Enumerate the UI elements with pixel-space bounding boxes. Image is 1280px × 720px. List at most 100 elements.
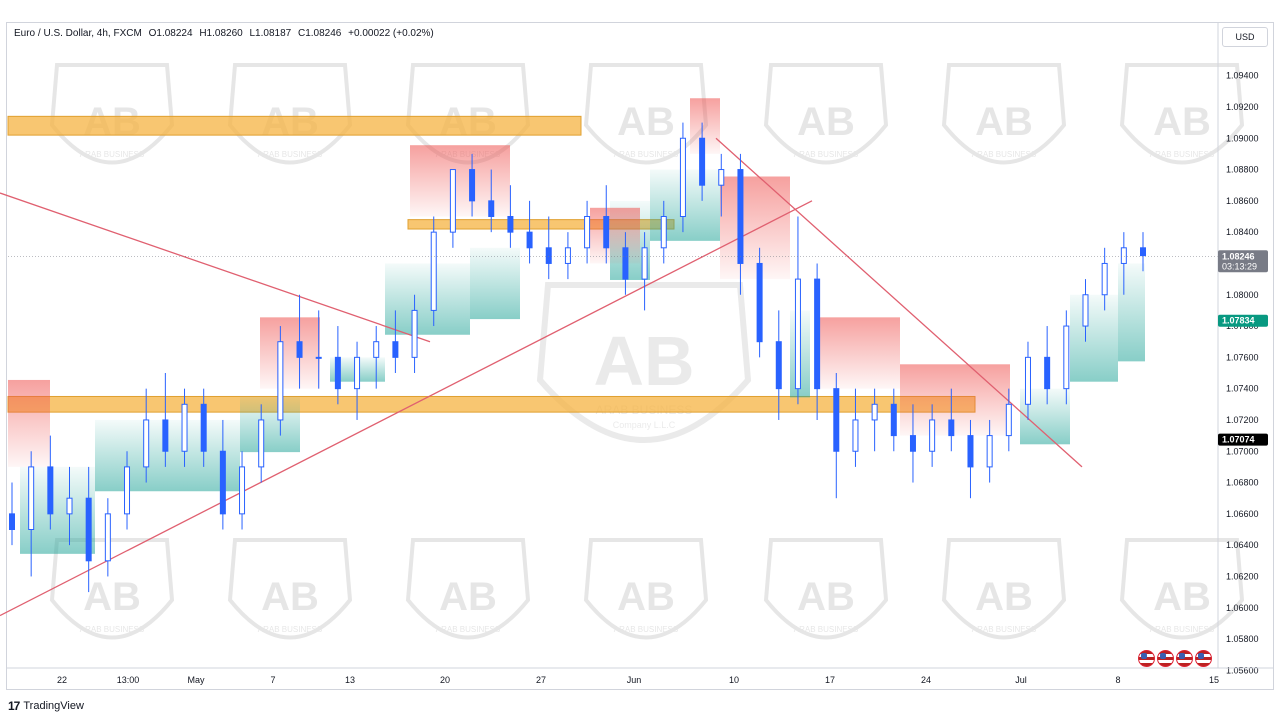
candle-body [104, 513, 111, 562]
candle [354, 341, 361, 420]
watermark-shield-icon: AB ARAB BUSINESS [49, 538, 175, 640]
watermark-monogram: AB [83, 575, 141, 619]
candle-body [660, 216, 667, 249]
watermark-name: ARAB BUSINESS [614, 150, 678, 159]
candle-body [258, 419, 265, 468]
y-tick-label: 1.08800 [1226, 165, 1259, 175]
currency-button[interactable]: USD [1222, 27, 1268, 47]
candle-body [28, 466, 35, 530]
brand-name[interactable]: TradingView [23, 700, 84, 712]
candle [1101, 247, 1108, 311]
candle [1024, 341, 1031, 420]
watermark-name: ARAB BUSINESS [1150, 625, 1214, 634]
watermark-monogram: AB [1153, 100, 1211, 144]
candle [890, 388, 897, 452]
y-tick-label: 1.07400 [1226, 384, 1259, 394]
candle-body [9, 513, 15, 530]
candle-body [315, 356, 322, 359]
y-tick-label: 1.07000 [1226, 446, 1259, 456]
time-axis: 22 13:00 May 7 13 20 27 Jun 10 17 24 Jul 8 15 [57, 675, 1219, 685]
bear-cloud [260, 317, 320, 389]
candle [47, 435, 54, 530]
candles [8, 122, 1218, 593]
candle [449, 169, 456, 248]
candle [699, 122, 706, 201]
y-tick-label: 1.05600 [1226, 665, 1259, 675]
watermark-name: ARAB BUSINESS [794, 150, 858, 159]
candle [373, 326, 380, 389]
watermark-monogram: AB [593, 322, 694, 400]
candle [1063, 310, 1070, 405]
y-tick-label: 1.05800 [1226, 634, 1259, 644]
tradingview-logo-icon[interactable]: 17 [8, 699, 20, 713]
candle [814, 263, 821, 420]
candle-body [488, 200, 495, 218]
candle [1044, 326, 1051, 405]
candle [315, 310, 322, 389]
us-flag-icon[interactable] [1176, 650, 1193, 667]
candle-body [545, 247, 552, 264]
symbol-title: Euro / U.S. Dollar, 4h, FXCM [14, 28, 142, 39]
candle [219, 419, 226, 530]
y-tick-label: 1.08000 [1226, 290, 1259, 300]
y-tick-label: 1.08600 [1226, 196, 1259, 206]
y-tick-label: 1.09400 [1226, 71, 1259, 81]
bull-cloud [385, 263, 470, 335]
x-tick-label: 7 [270, 675, 275, 685]
us-flag-icon[interactable] [1195, 650, 1212, 667]
candle-body [219, 450, 226, 515]
candle [239, 451, 246, 530]
candle [411, 294, 418, 373]
candle-body [564, 247, 571, 264]
candle [488, 169, 495, 233]
watermark-sub: Company L.L.C [613, 420, 676, 430]
candle-body [85, 497, 92, 562]
watermark-name: ARAB BUSINESS [258, 150, 322, 159]
candle-body [1005, 403, 1012, 437]
price-label-bg [1218, 314, 1268, 327]
candle [852, 388, 859, 467]
watermark-shield-icon: AB ARAB BUSINESS [583, 538, 709, 640]
candle [469, 153, 476, 217]
price-zone [7, 395, 976, 413]
bear-cloud [410, 145, 470, 217]
trendlines [0, 137, 1083, 617]
us-flag-icon[interactable] [1138, 650, 1155, 667]
us-flag-icon[interactable] [1157, 650, 1174, 667]
candle-body [143, 419, 150, 468]
candle-body [1120, 247, 1127, 264]
watermark-shield-icon: AB ARAB BUSINESS [583, 63, 709, 165]
candle-body [641, 247, 648, 280]
candle [296, 294, 303, 389]
candle [277, 326, 284, 436]
trendline [0, 192, 431, 343]
bear-cloud [720, 176, 790, 280]
candle [967, 419, 974, 499]
bear-cloud [820, 317, 900, 389]
candle-body [814, 278, 821, 390]
bear-cloud [590, 207, 640, 264]
bull-cloud [240, 396, 300, 453]
y-tick-label: 1.09200 [1226, 102, 1259, 112]
candle-body [603, 216, 610, 249]
watermark-name: ARAB BUSINESS [972, 150, 1036, 159]
watermark-shield-icon: AB ARAB BUSINESS [405, 538, 531, 640]
candle-body [622, 247, 629, 280]
candle [1140, 232, 1146, 272]
bull-cloud [1070, 294, 1118, 382]
candle [603, 185, 610, 264]
candle [143, 388, 150, 483]
candle-body [200, 403, 207, 452]
watermark-name: ARAB BUSINESS [794, 625, 858, 634]
candle [545, 216, 552, 280]
x-tick-label: 8 [1115, 675, 1120, 685]
y-tick-label: 1.06200 [1226, 571, 1259, 581]
candle [584, 200, 591, 264]
candle-body [47, 466, 54, 515]
candle-body [699, 137, 706, 186]
candle [200, 388, 207, 467]
candle [66, 466, 73, 546]
y-tick-label: 1.06600 [1226, 509, 1259, 519]
candle [1120, 232, 1127, 295]
